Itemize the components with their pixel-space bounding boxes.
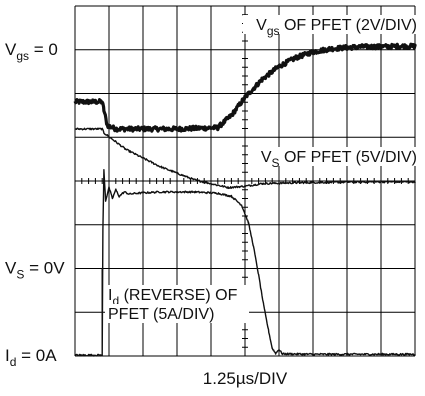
annotations: Vgs = 0 VS = 0V Id = 0A Vgs OF PFET (2V/DIV… (0, 15, 419, 369)
vgs-zero-label-bg (0, 38, 72, 63)
vgs-trace-label: Vgs OF PFET (2V/DIV) (256, 17, 417, 38)
vgs-zero-label: Vgs = 0 (5, 40, 58, 63)
id-trace (74, 169, 416, 357)
id-trace-label-line-1: Id (REVERSE) OF (108, 287, 238, 308)
id-trace-label-line-2: PFET (5A/DIV) (108, 306, 214, 323)
vs-zero-label: VS = 0V (5, 259, 65, 282)
id-trace-label-bg (105, 304, 249, 323)
graticule (74, 5, 416, 357)
id-trace-label-bg (105, 285, 249, 304)
vs-zero-label-bg (0, 257, 72, 282)
x-axis-label: 1.25µs/DIV (203, 369, 288, 388)
id-zero-label-bg (0, 345, 72, 369)
id-zero-label: Id = 0A (5, 346, 57, 369)
vs-trace (75, 127, 416, 190)
vgs-trace-label-bg (243, 15, 419, 34)
vs-trace-label-bg (253, 147, 419, 166)
traces (73, 42, 417, 357)
vs-trace-label: VS OF PFET (5V/DIV) (261, 149, 417, 170)
vgs-trace (73, 42, 417, 133)
